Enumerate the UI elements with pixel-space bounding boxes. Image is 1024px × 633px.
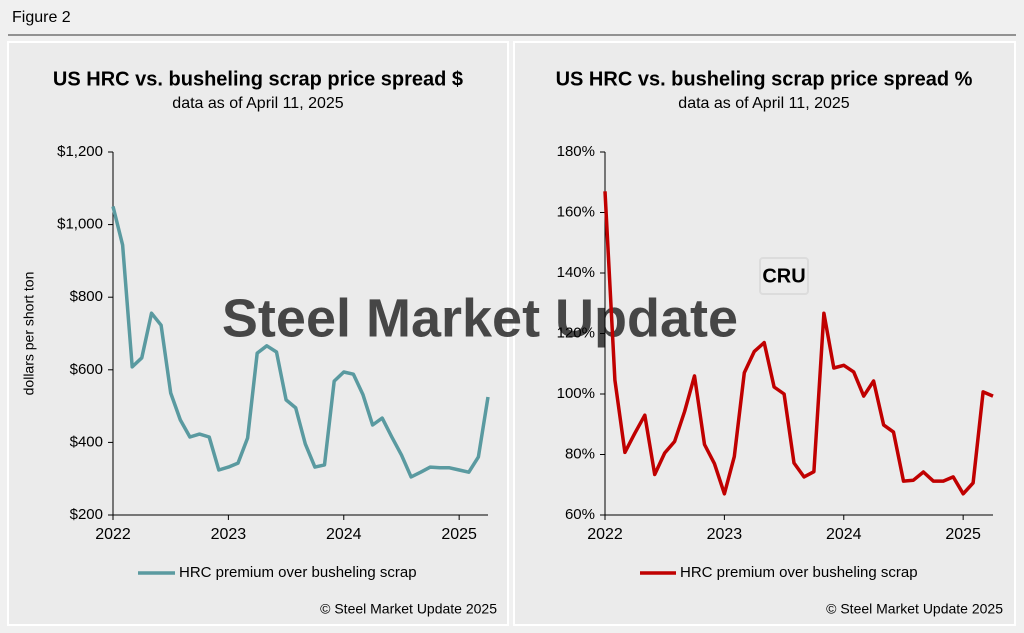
panel bbox=[513, 41, 1016, 626]
y-tick-label: 80% bbox=[565, 445, 595, 462]
x-tick-label: 2022 bbox=[95, 526, 131, 543]
chart-subtitle: data as of April 11, 2025 bbox=[678, 95, 849, 112]
legend-label: HRC premium over busheling scrap bbox=[680, 564, 918, 581]
y-tick-label: 100% bbox=[557, 385, 595, 402]
y-tick-label: $1,000 bbox=[57, 216, 103, 233]
y-tick-label: 180% bbox=[557, 143, 595, 160]
panel bbox=[7, 41, 509, 626]
x-tick-label: 2024 bbox=[826, 526, 862, 543]
source-note: © Steel Market Update 2025 bbox=[320, 601, 497, 617]
x-tick-label: 2024 bbox=[326, 526, 362, 543]
chart-title: US HRC vs. busheling scrap price spread … bbox=[556, 68, 973, 90]
y-tick-label: 60% bbox=[565, 506, 595, 523]
y-tick-label: $800 bbox=[70, 288, 103, 305]
y-tick-label: $600 bbox=[70, 361, 103, 378]
y-axis-label: dollars per short ton bbox=[21, 272, 37, 396]
y-tick-label: 120% bbox=[557, 324, 595, 341]
figure-label: Figure 2 bbox=[12, 9, 71, 26]
y-tick-label: $200 bbox=[70, 506, 103, 523]
x-tick-label: 2025 bbox=[945, 526, 981, 543]
y-tick-label: $1,200 bbox=[57, 143, 103, 160]
watermark-logo: CRU bbox=[762, 265, 805, 287]
x-tick-label: 2022 bbox=[587, 526, 623, 543]
y-tick-label: 160% bbox=[557, 203, 595, 220]
legend-label: HRC premium over busheling scrap bbox=[179, 564, 417, 581]
data-line bbox=[111, 205, 490, 479]
y-tick-label: 140% bbox=[557, 264, 595, 281]
x-tick-label: 2023 bbox=[211, 526, 247, 543]
watermark-logo-box bbox=[759, 257, 809, 295]
watermark: Steel Market Update bbox=[222, 288, 738, 348]
data-line bbox=[603, 191, 994, 496]
x-tick-label: 2025 bbox=[441, 526, 477, 543]
x-tick-label: 2023 bbox=[707, 526, 743, 543]
y-tick-label: $400 bbox=[70, 433, 103, 450]
source-note: © Steel Market Update 2025 bbox=[826, 601, 1003, 617]
chart-title: US HRC vs. busheling scrap price spread … bbox=[53, 68, 463, 90]
chart-subtitle: data as of April 11, 2025 bbox=[172, 95, 343, 112]
